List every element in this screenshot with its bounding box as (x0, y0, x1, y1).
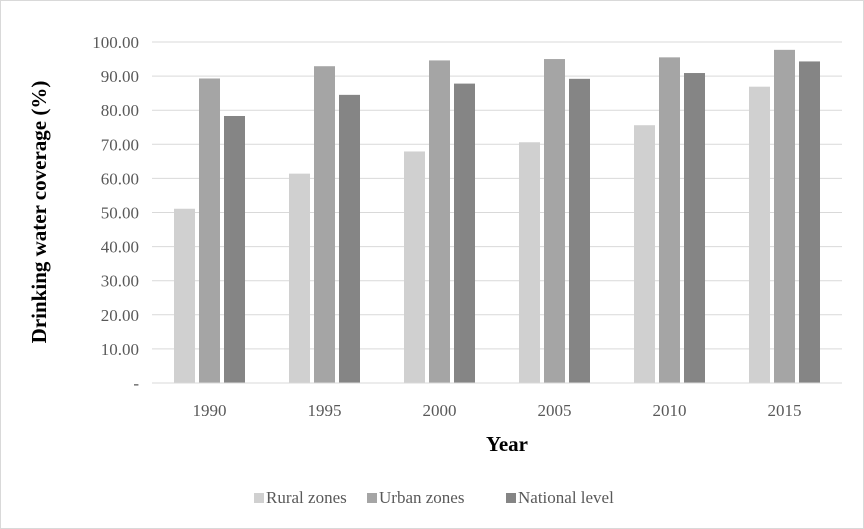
legend-swatch (506, 493, 516, 503)
x-tick-label: 2005 (538, 401, 572, 420)
y-tick-label: 80.00 (101, 101, 139, 120)
bar-national-level (339, 94, 360, 383)
legend-label: Rural zones (266, 488, 347, 507)
y-axis-title: Drinking water coverage (%) (27, 81, 51, 344)
x-axis-title: Year (486, 432, 528, 456)
legend: Rural zones Urban zones National level (254, 488, 614, 507)
legend-label: Urban zones (379, 488, 464, 507)
x-tick-label: 1990 (193, 401, 227, 420)
bar-national-level (454, 83, 475, 384)
x-tick-label: 2010 (653, 401, 687, 420)
y-tick-label: 40.00 (101, 238, 139, 257)
y-tick-label: 50.00 (101, 204, 139, 223)
bar-urban-zones (199, 78, 220, 383)
bar-urban-zones (774, 49, 795, 384)
y-tick-label: 90.00 (101, 67, 139, 86)
gridlines (152, 41, 842, 384)
bar-rural-zones (749, 86, 770, 384)
x-axis-ticks: 1990 1995 2000 2005 2010 2015 (152, 382, 842, 420)
legend-swatch (254, 493, 264, 503)
x-tick-label: 1995 (308, 401, 342, 420)
bar-rural-zones (634, 125, 655, 383)
bar-rural-zones (174, 208, 195, 383)
y-tick-label: 20.00 (101, 306, 139, 325)
bars (174, 49, 820, 384)
y-tick-label: 100.00 (92, 33, 139, 52)
bar-rural-zones (519, 142, 540, 383)
x-tick-label: 2000 (423, 401, 457, 420)
legend-swatch (367, 493, 377, 503)
x-tick-label: 2015 (768, 401, 802, 420)
y-tick-label: 70.00 (101, 135, 139, 154)
bar-national-level (224, 115, 245, 383)
bar-national-level (799, 61, 820, 383)
bar-urban-zones (544, 59, 565, 384)
legend-label: National level (518, 488, 614, 507)
bar-rural-zones (404, 151, 425, 383)
bar-national-level (569, 78, 590, 383)
bar-urban-zones (659, 57, 680, 383)
bar-urban-zones (429, 60, 450, 383)
bar-national-level (684, 73, 705, 383)
bar-rural-zones (289, 173, 310, 383)
bar-urban-zones (314, 66, 335, 383)
y-tick-label: 60.00 (101, 169, 139, 188)
y-tick-label: - (133, 374, 139, 393)
y-axis-ticks: - 10.00 20.00 30.00 40.00 50.00 60.00 70.00 80.0… (92, 33, 139, 393)
y-tick-label: 10.00 (101, 340, 139, 359)
y-tick-label: 30.00 (101, 272, 139, 291)
